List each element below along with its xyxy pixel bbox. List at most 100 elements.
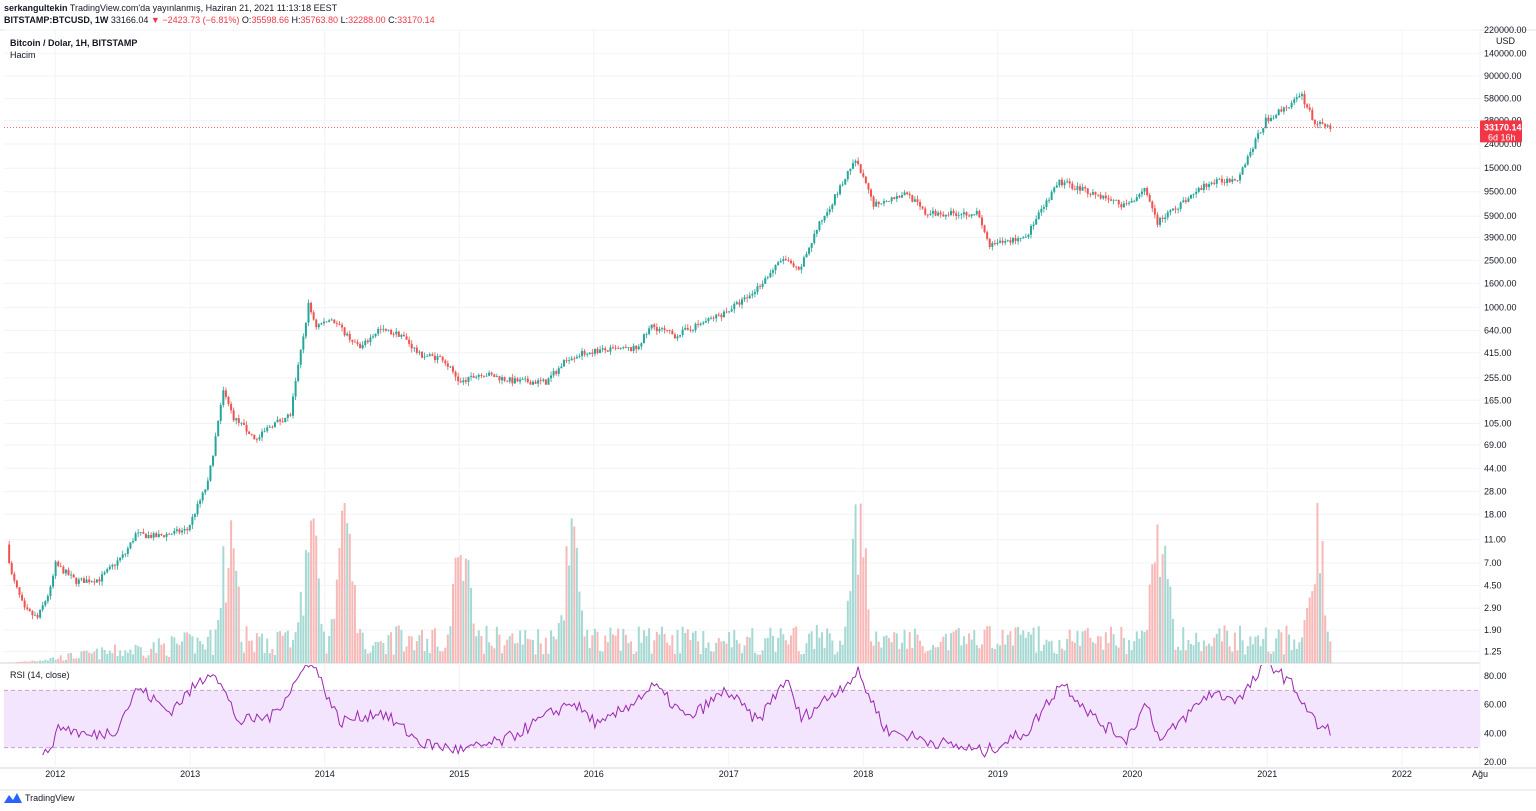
candle-body <box>1128 202 1131 204</box>
publisher-name[interactable]: serkangultekin <box>4 3 68 13</box>
volume-bar <box>1220 641 1223 663</box>
volume-bar <box>103 649 106 663</box>
volume-bar <box>1324 615 1327 663</box>
volume-bar <box>880 647 883 663</box>
candle-body <box>204 489 207 493</box>
volume-bar <box>746 636 749 663</box>
candle-body <box>173 530 176 534</box>
volume-bar <box>204 649 207 663</box>
candle-body <box>1151 201 1154 209</box>
volume-bar <box>186 632 189 663</box>
candle-body <box>746 297 749 299</box>
last-price: 33166.04 <box>110 15 149 25</box>
candle-body <box>924 208 927 215</box>
candle-body <box>601 348 604 350</box>
candle-body <box>1321 122 1324 124</box>
volume-bar <box>712 651 715 663</box>
volume-bar <box>1045 639 1048 663</box>
candle-body <box>841 184 844 186</box>
candle-body <box>578 356 581 357</box>
candle-body <box>764 278 767 284</box>
candle-body <box>227 396 230 404</box>
candle-body <box>88 579 91 583</box>
price-tick-label: 69.00 <box>1484 440 1507 450</box>
candle-body <box>139 532 142 533</box>
candle-body <box>36 614 39 618</box>
candle-body <box>395 331 398 335</box>
candle-body <box>1024 236 1027 238</box>
volume-bar <box>622 628 625 663</box>
volume-bar <box>722 641 725 663</box>
candle-body <box>31 611 34 616</box>
volume-bar <box>906 648 909 663</box>
volume-bar <box>144 657 147 663</box>
candle-body <box>93 581 96 583</box>
candle-body <box>851 163 854 169</box>
candle-body <box>1122 203 1125 208</box>
volume-bar <box>573 526 576 663</box>
candle-body <box>1202 183 1205 190</box>
candle-body <box>41 605 44 610</box>
down-arrow-icon: ▼ <box>150 15 160 25</box>
volume-bar <box>1086 628 1089 663</box>
candle-body <box>1205 183 1208 188</box>
candle-body <box>508 377 511 382</box>
volume-bar <box>875 631 878 663</box>
candle-body <box>28 609 31 612</box>
volume-bar <box>361 632 364 663</box>
volume-bar <box>684 632 687 663</box>
volume-bar <box>516 642 519 663</box>
volume-bar <box>1213 637 1216 663</box>
candle-body <box>33 614 36 616</box>
candle-body <box>565 359 568 361</box>
volume-bar <box>39 660 42 663</box>
candle-body <box>44 601 47 606</box>
tradingview-logo-icon[interactable] <box>4 793 22 803</box>
volume-bar <box>85 650 88 663</box>
volume-bar <box>957 627 960 663</box>
volume-bar <box>882 636 885 663</box>
candle-body <box>418 351 421 353</box>
candle-body <box>1275 115 1278 118</box>
volume-bar <box>160 644 163 663</box>
candle-body <box>1311 109 1314 120</box>
candle-body <box>1107 198 1110 200</box>
time-tick-label: 2013 <box>180 769 200 779</box>
candle-body <box>774 264 777 271</box>
candle-body <box>312 312 315 320</box>
candle-body <box>467 376 470 382</box>
candle-body <box>1213 182 1216 184</box>
volume-bar <box>152 642 155 663</box>
volume-bar <box>101 647 104 663</box>
candle-body <box>191 516 194 525</box>
candle-body <box>408 339 411 344</box>
candle-body <box>162 535 165 537</box>
candle-body <box>289 414 292 416</box>
candle-body <box>1282 107 1285 112</box>
candle-body <box>624 347 627 348</box>
volume-bar <box>170 636 173 663</box>
candle-body <box>735 302 738 304</box>
volume-bar <box>1267 651 1270 663</box>
volume-bar <box>1112 634 1115 663</box>
volume-bar <box>1024 637 1027 663</box>
volume-bar <box>1161 554 1164 663</box>
volume-bar <box>823 647 826 663</box>
candle-body <box>637 346 640 350</box>
volume-bar <box>872 645 875 663</box>
candle-body <box>72 574 75 578</box>
candle-body <box>49 586 52 596</box>
volume-bar <box>849 591 852 663</box>
volume-bar <box>702 631 705 663</box>
volume-bar <box>183 632 186 663</box>
candle-body <box>108 566 111 570</box>
volume-bar <box>44 659 47 663</box>
volume-bar <box>720 641 723 663</box>
volume-bar <box>322 631 325 663</box>
candle-body <box>1019 238 1022 240</box>
footer-brand[interactable]: TradingView <box>25 793 75 803</box>
volume-bar <box>792 627 795 663</box>
candle-body <box>506 380 509 382</box>
candle-body <box>668 330 671 331</box>
